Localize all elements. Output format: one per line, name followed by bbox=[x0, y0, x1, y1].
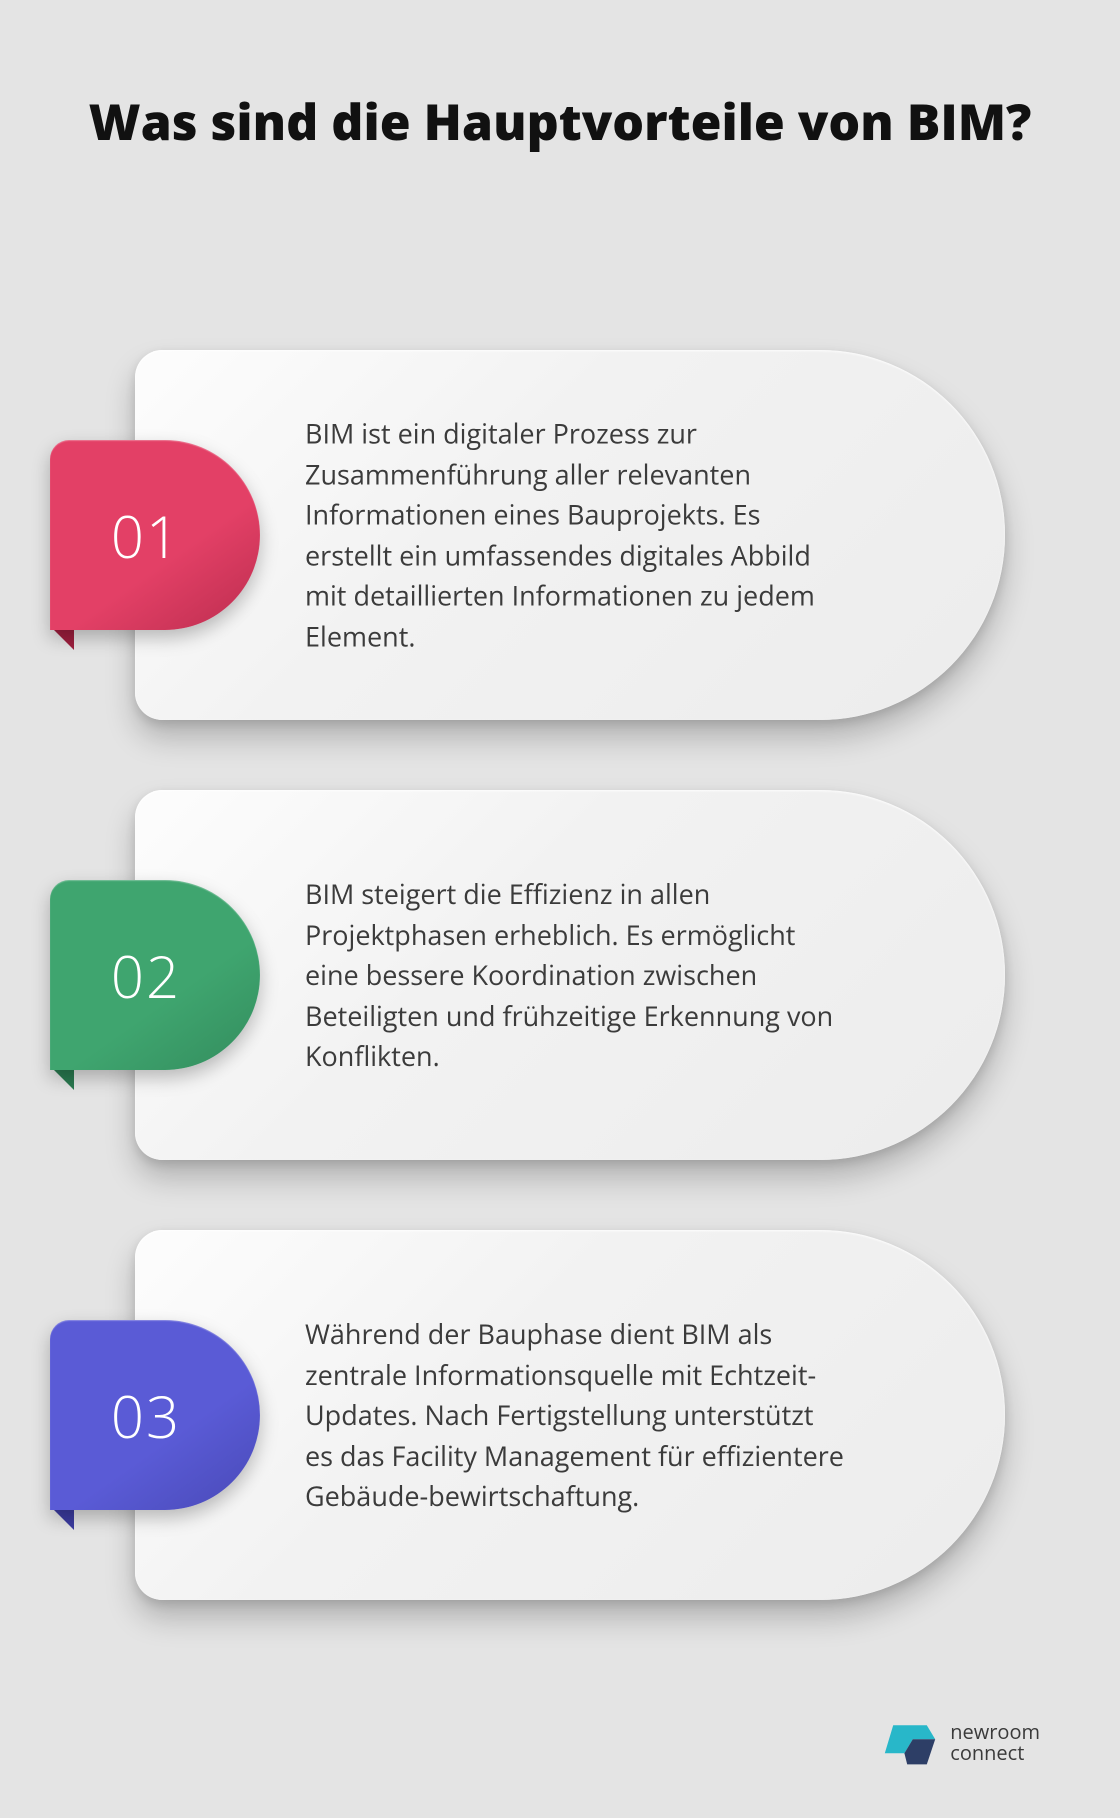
brand-logo: newroom connect bbox=[882, 1714, 1040, 1770]
badge-number-2: 02 bbox=[111, 936, 181, 1015]
brand-mark-icon bbox=[882, 1714, 938, 1770]
benefit-card-3: 03 Während der Bauphase dient BIM als ze… bbox=[135, 1230, 1005, 1600]
badge-number-1: 01 bbox=[111, 496, 181, 575]
badge-2: 02 bbox=[50, 880, 260, 1070]
benefit-card-2: 02 BIM steigert die Effizienz in allen P… bbox=[135, 790, 1005, 1160]
badge-shape-3: 03 bbox=[50, 1320, 260, 1510]
page-title: Was sind die Hauptvorteile von BIM? bbox=[80, 90, 1040, 153]
badge-1: 01 bbox=[50, 440, 260, 630]
benefit-text-2: BIM steigert die Effizienz in allen Proj… bbox=[305, 874, 845, 1077]
brand-name: newroom connect bbox=[950, 1721, 1040, 1763]
badge-shape-2: 02 bbox=[50, 880, 260, 1070]
badge-fold-1 bbox=[50, 626, 74, 650]
brand-name-line2: connect bbox=[950, 1742, 1040, 1763]
benefit-text-3: Während der Bauphase dient BIM als zentr… bbox=[305, 1314, 845, 1517]
benefit-card-1: 01 BIM ist ein digitaler Prozess zur Zus… bbox=[135, 350, 1005, 720]
badge-fold-2 bbox=[50, 1066, 74, 1090]
badge-shape-1: 01 bbox=[50, 440, 260, 630]
badge-3: 03 bbox=[50, 1320, 260, 1510]
badge-number-3: 03 bbox=[111, 1376, 181, 1455]
benefit-text-1: BIM ist ein digitaler Prozess zur Zusamm… bbox=[305, 414, 845, 657]
badge-fold-3 bbox=[50, 1506, 74, 1530]
